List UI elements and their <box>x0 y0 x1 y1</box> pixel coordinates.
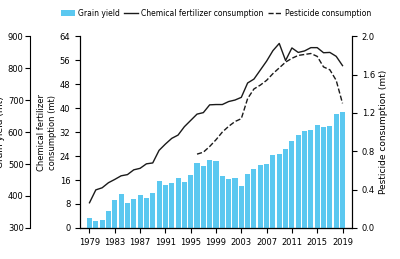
Bar <box>315 125 320 259</box>
Bar <box>201 166 206 259</box>
Bar <box>214 161 218 259</box>
Bar <box>289 141 294 259</box>
Bar <box>169 183 174 259</box>
Bar <box>100 220 105 259</box>
Bar <box>176 178 180 259</box>
Bar <box>125 203 130 259</box>
Bar <box>302 132 307 259</box>
Bar <box>308 130 314 259</box>
Bar <box>327 126 332 259</box>
Bar <box>340 112 345 259</box>
Bar <box>277 154 282 259</box>
Bar <box>156 181 162 259</box>
Bar <box>270 155 276 259</box>
Bar <box>245 174 250 259</box>
Y-axis label: Pesticide consumption (mt): Pesticide consumption (mt) <box>379 70 388 194</box>
Bar <box>138 195 143 259</box>
Bar <box>296 135 301 259</box>
Y-axis label: Grain yield (mt): Grain yield (mt) <box>0 96 5 168</box>
Bar <box>207 160 212 259</box>
Bar <box>334 113 339 259</box>
Bar <box>106 211 111 259</box>
Bar <box>194 163 200 259</box>
Bar <box>118 194 124 259</box>
Bar <box>252 169 256 259</box>
Bar <box>226 179 231 259</box>
Bar <box>150 193 155 259</box>
Bar <box>258 165 263 259</box>
Y-axis label: Chemical fertilizer
consumption (mt): Chemical fertilizer consumption (mt) <box>38 93 57 171</box>
Bar <box>112 200 117 259</box>
Bar <box>163 185 168 259</box>
Bar <box>283 149 288 259</box>
Bar <box>232 178 238 259</box>
Bar <box>93 221 98 259</box>
Legend: Grain yield, Chemical fertilizer consumption, Pesticide consumption: Grain yield, Chemical fertilizer consump… <box>58 6 374 21</box>
Bar <box>321 127 326 259</box>
Bar <box>131 199 136 259</box>
Bar <box>182 182 187 259</box>
Bar <box>87 218 92 259</box>
Bar <box>239 186 244 259</box>
Bar <box>188 175 193 259</box>
Bar <box>220 176 225 259</box>
Bar <box>144 198 149 259</box>
Bar <box>264 164 269 259</box>
